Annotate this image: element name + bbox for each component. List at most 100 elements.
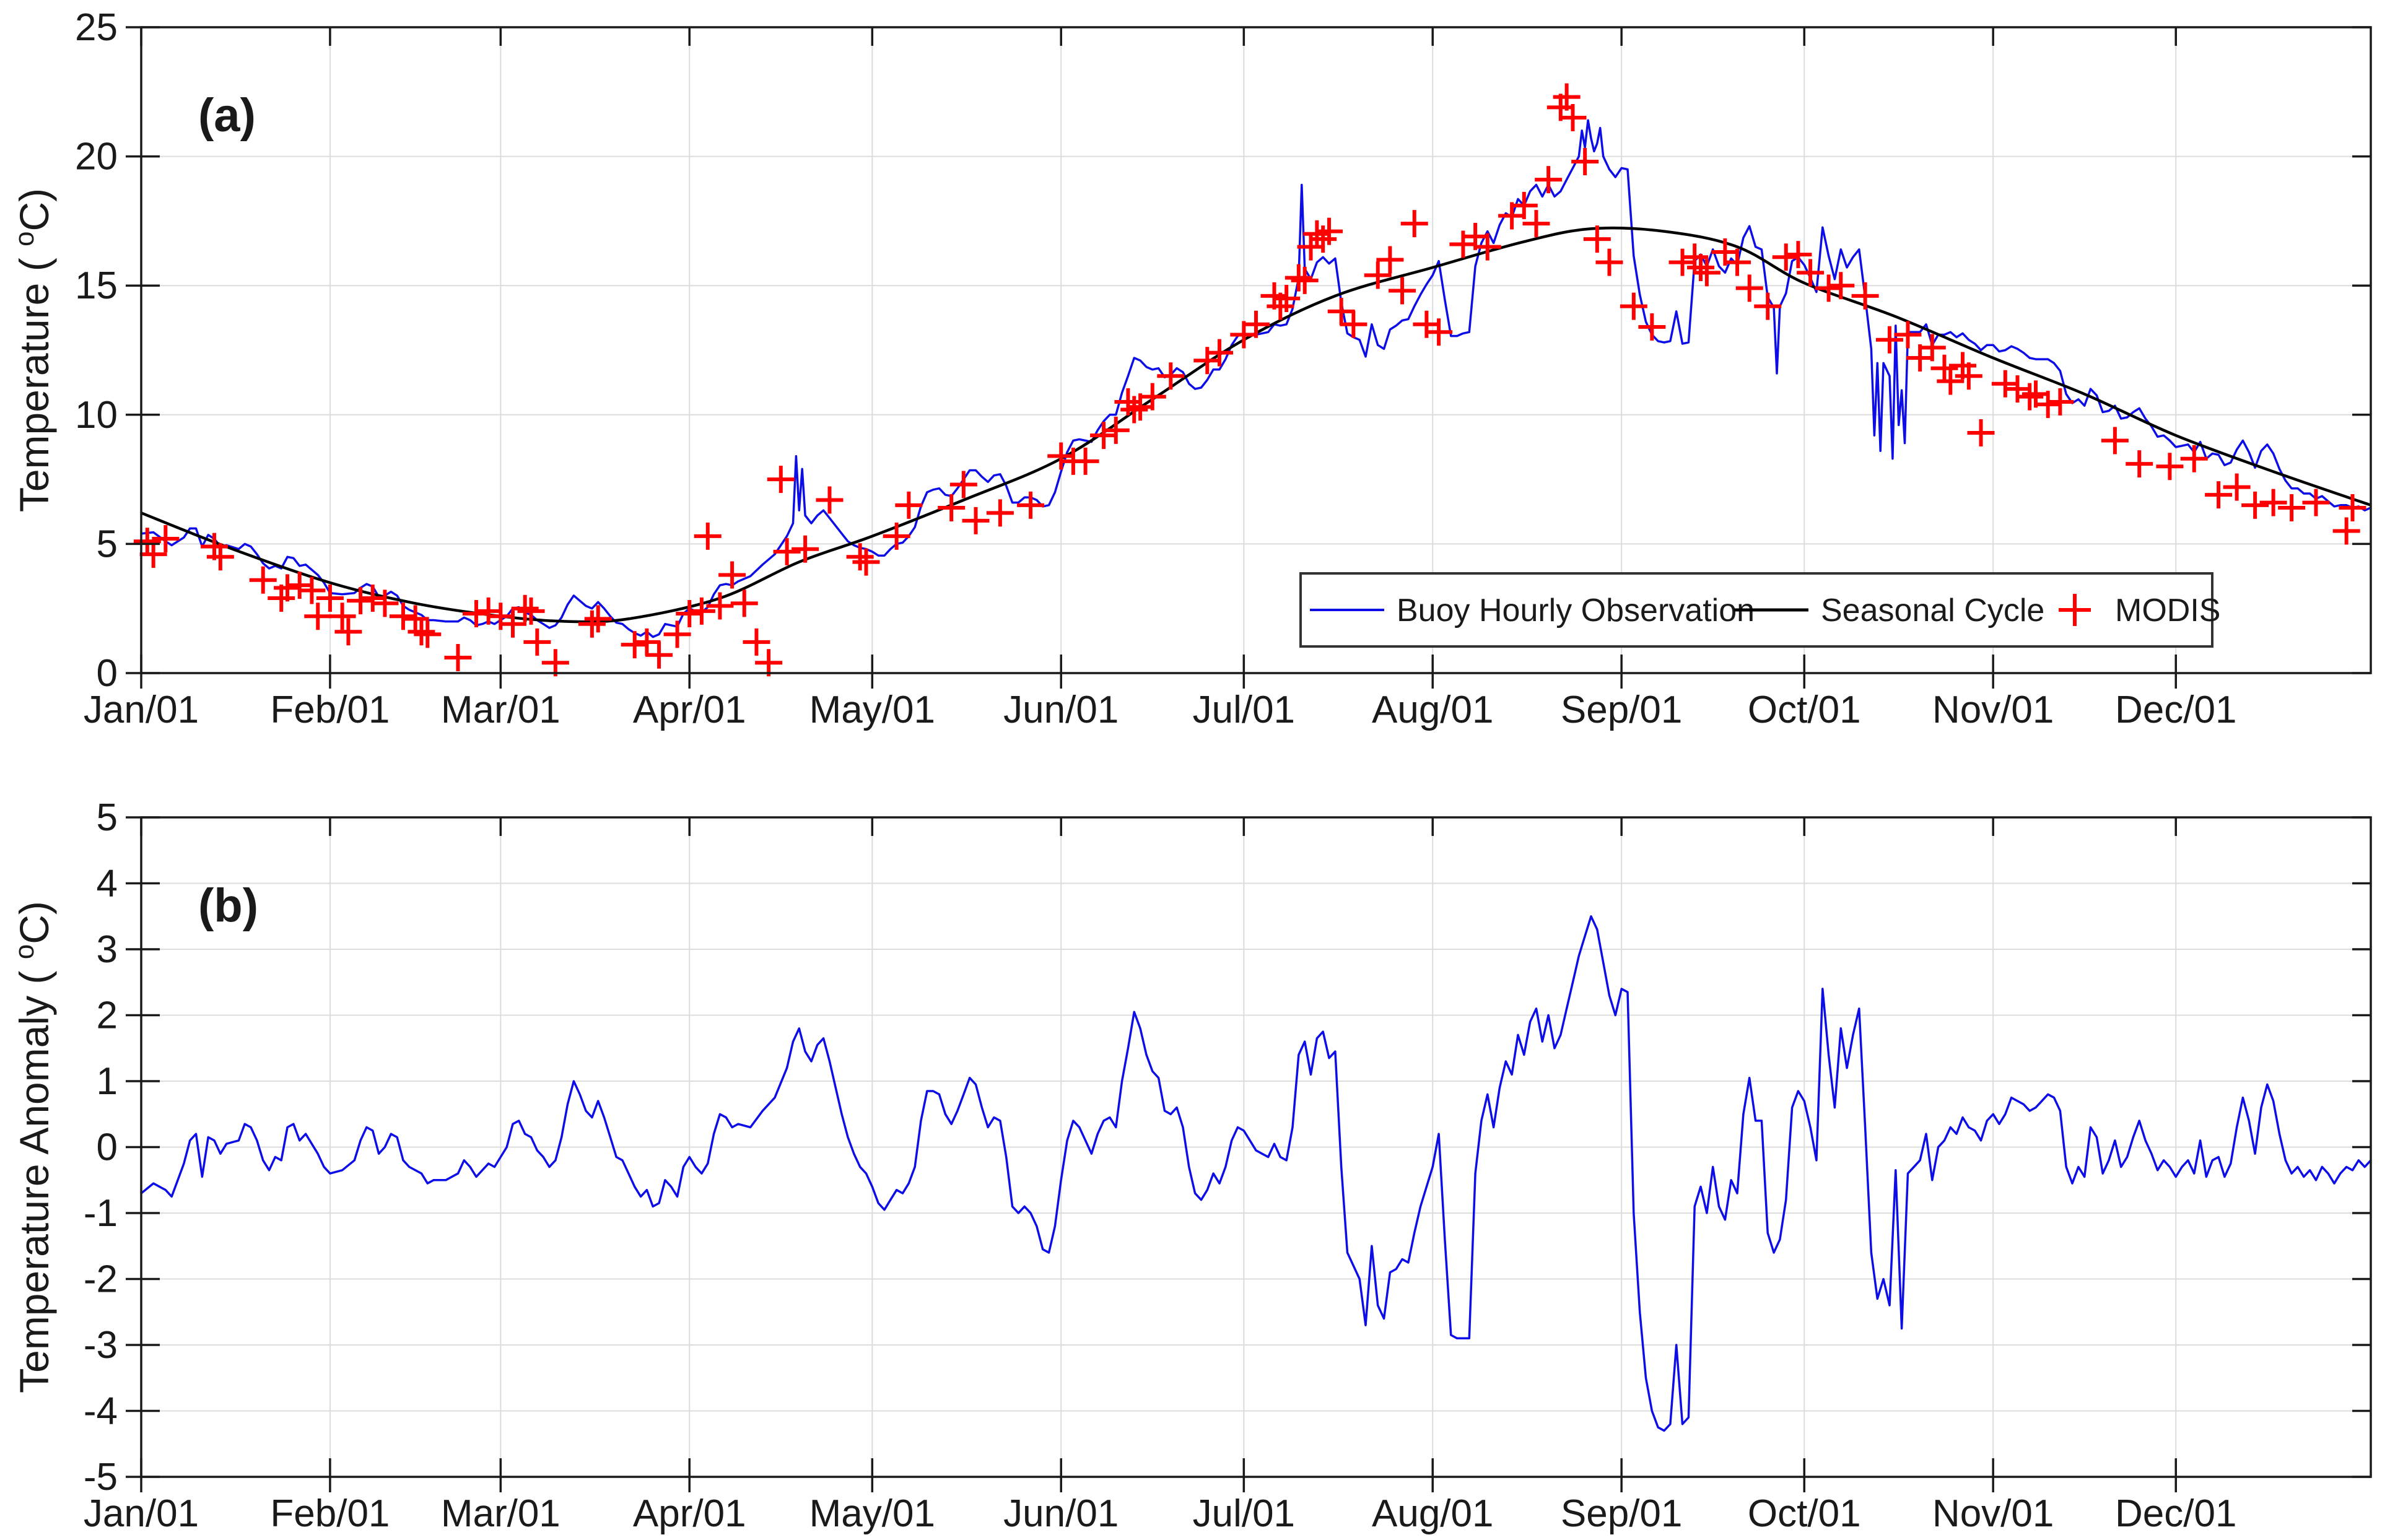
plus-marker	[2332, 517, 2360, 545]
x-tick-label: May/01	[809, 689, 935, 731]
plus-marker	[523, 628, 551, 656]
plus-marker	[1522, 210, 1550, 238]
plus-marker	[1291, 266, 1319, 294]
plus-marker	[2180, 445, 2208, 472]
ticks-b	[126, 816, 2371, 1492]
plus-marker	[408, 618, 435, 646]
plus-marker	[2046, 388, 2074, 415]
plus-marker	[1071, 447, 1099, 475]
x-tick-label: Mar/01	[441, 689, 560, 731]
panel-a: Jan/01 Feb/01 Mar/01 Apr/01 May/01 Jun/01 Jul/…	[9, 6, 2372, 731]
plus-marker	[1389, 277, 1416, 305]
y-tick-label: 0	[97, 1126, 118, 1169]
plus-marker	[773, 537, 801, 565]
legend-item-1: Seasonal Cycle	[1734, 593, 2044, 629]
plus-marker	[1687, 253, 1715, 281]
plus-marker	[584, 605, 612, 633]
plus-marker	[1918, 334, 1946, 362]
legend-label: MODIS	[2115, 593, 2220, 629]
plus-marker	[1157, 362, 1185, 390]
y-tick-label: 2	[97, 994, 118, 1037]
plus-marker	[1376, 246, 1404, 274]
plus-marker	[1425, 318, 1453, 346]
plus-marker	[730, 589, 758, 617]
plus-marker	[499, 610, 526, 638]
plus-marker	[1400, 210, 1428, 238]
plus-marker	[1205, 339, 1233, 367]
plus-marker	[334, 618, 362, 646]
plus-marker	[389, 603, 417, 630]
plus-marker	[1930, 354, 1958, 382]
legend-item-2: MODIS	[2059, 593, 2220, 629]
plus-marker	[1638, 313, 1666, 341]
x-tick-labels-a: Jan/01 Feb/01 Mar/01 Apr/01 May/01 Jun/01 Jul/…	[84, 689, 2237, 731]
y-tick-label: 20	[75, 136, 118, 178]
plus-marker	[2205, 481, 2233, 509]
plus-marker	[1017, 491, 1045, 519]
x-tick-label: Feb/01	[270, 689, 390, 731]
plus-marker	[2339, 494, 2366, 521]
plus-marker	[274, 574, 302, 602]
plus-marker	[1242, 310, 1270, 338]
plus-marker	[755, 649, 783, 677]
plus-marker	[304, 603, 332, 630]
plus-marker	[541, 649, 569, 677]
plus-marker	[962, 507, 990, 534]
plus-marker	[883, 522, 910, 550]
plus-marker	[2016, 383, 2044, 411]
x-tick-label: Apr/01	[633, 1492, 746, 1535]
plus-marker	[206, 543, 234, 571]
plus-marker	[1583, 225, 1611, 253]
x-tick-label: Sep/01	[1561, 1492, 1683, 1535]
plus-marker	[1967, 419, 1995, 447]
x-tick-label: Oct/01	[1748, 689, 1861, 731]
plus-marker	[1120, 396, 1148, 424]
x-tick-label: Nov/01	[1932, 1492, 2054, 1535]
y-tick-label: 25	[75, 6, 118, 49]
x-tick-label: Jul/01	[1193, 689, 1295, 731]
temperature-anomaly-line	[140, 915, 2372, 1432]
plus-marker	[895, 491, 923, 519]
plus-marker	[1315, 217, 1343, 245]
plus-marker	[2156, 453, 2184, 481]
plus-marker	[1047, 442, 1075, 470]
y-tick-label: 15	[75, 264, 118, 307]
plus-marker	[2223, 473, 2251, 501]
plus-marker	[1815, 274, 1843, 302]
x-tick-label: Apr/01	[633, 689, 746, 731]
seasonal-cycle-line	[141, 226, 2371, 624]
plus-marker	[621, 631, 648, 659]
plus-marker	[371, 589, 399, 617]
y-tick-label: 1	[97, 1060, 118, 1103]
plus-marker	[249, 566, 277, 594]
plus-marker	[316, 585, 344, 612]
legend-item-0: Buoy Hourly Observation	[1310, 593, 1755, 629]
plus-marker	[2034, 391, 2062, 419]
y-tick-label: 10	[75, 394, 118, 437]
x-tick-label: Jul/01	[1193, 1492, 1295, 1535]
plus-marker	[139, 541, 167, 568]
axes-box	[140, 26, 2372, 674]
plus-marker	[1784, 241, 1812, 269]
legend-label: Seasonal Cycle	[1821, 593, 2044, 629]
plus-marker	[1138, 383, 1166, 411]
plus-marker	[1102, 416, 1130, 444]
plus-marker	[1535, 166, 1563, 194]
x-tick-label: Jun/01	[1003, 1492, 1119, 1535]
legend: Buoy Hourly Observation Seasonal Cycle MOD…	[1299, 572, 2220, 648]
y-tick-label: -4	[84, 1390, 118, 1433]
panel-label-a: (a)	[198, 89, 256, 142]
plus-marker	[663, 620, 691, 648]
plus-marker	[846, 543, 874, 571]
plus-marker	[1595, 248, 1623, 276]
legend-label: Buoy Hourly Observation	[1397, 593, 1755, 629]
x-tick-label: Nov/01	[1932, 689, 2054, 731]
plus-marker	[1473, 233, 1501, 261]
plus-marker	[1303, 220, 1331, 248]
plus-marker	[1754, 292, 1782, 320]
plus-marker	[2101, 427, 2129, 455]
plus-marker	[1693, 259, 1721, 287]
ticks-a	[126, 26, 2371, 689]
plus-marker	[1937, 367, 1965, 395]
y-tick-label: 3	[97, 928, 118, 971]
